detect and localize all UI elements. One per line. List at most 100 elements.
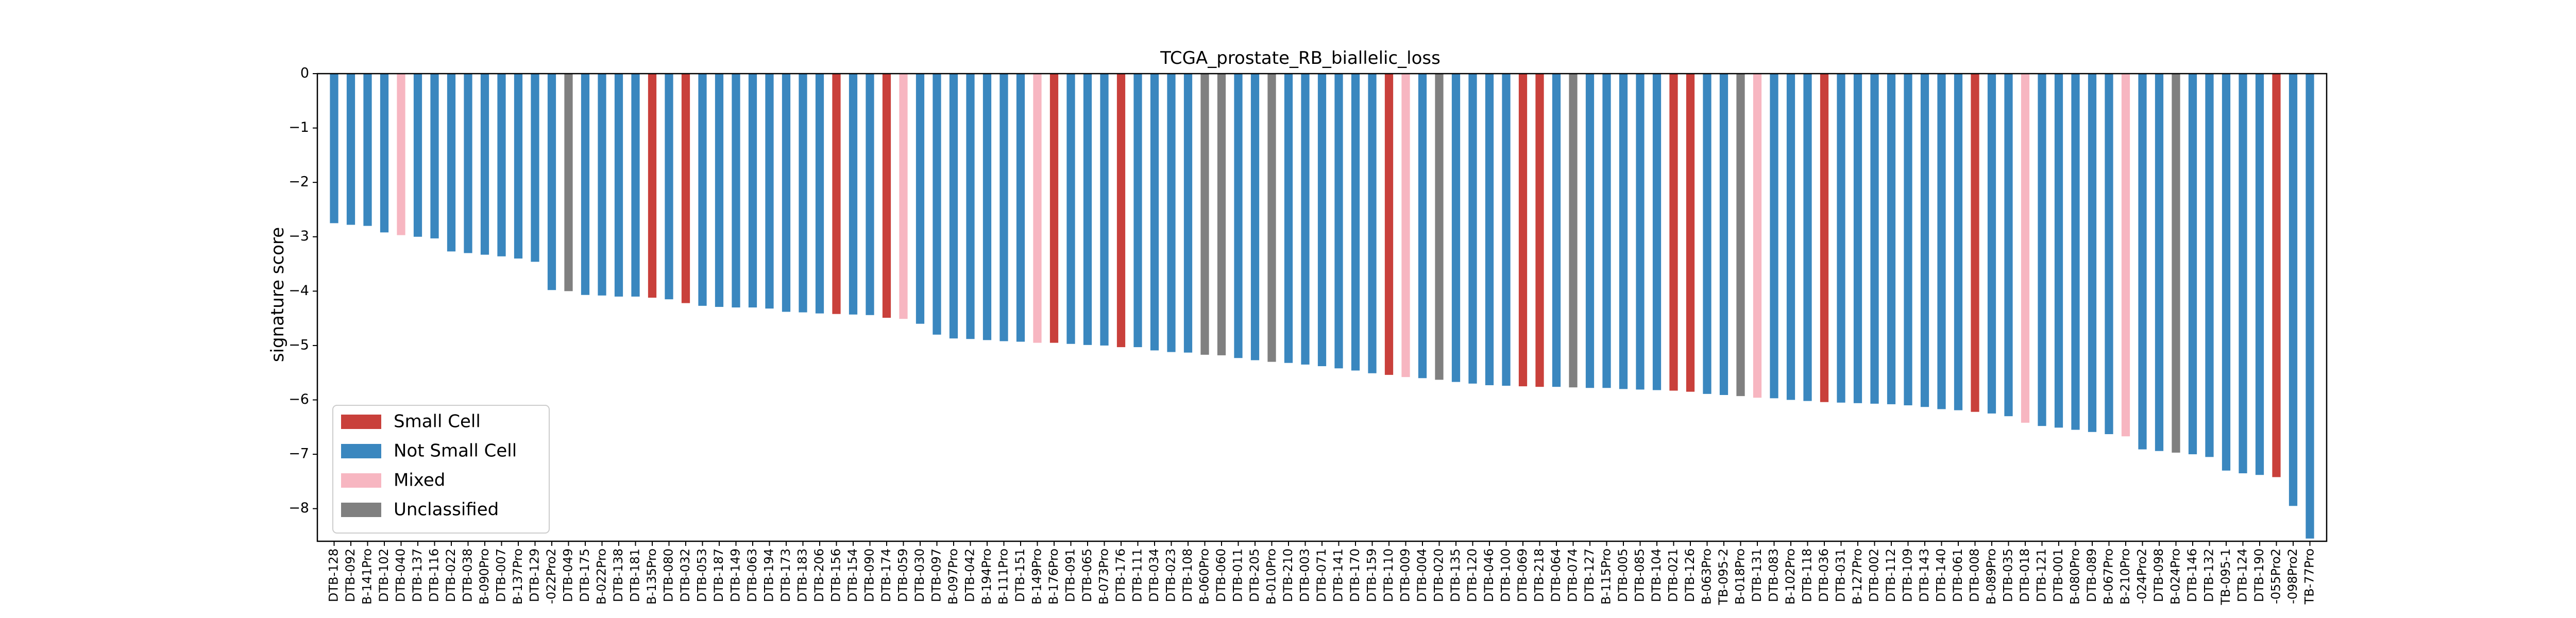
x-tick-label: DTB-038 [461, 548, 475, 602]
bar-DTB-092 [346, 74, 355, 225]
bar-DTB-131 [1753, 74, 1762, 398]
bar-DTB-173 [782, 74, 791, 312]
bar-DTB-111 [1133, 74, 1142, 348]
bar-DTB-181 [631, 74, 640, 297]
x-tick-label: DTB-042 [963, 548, 977, 602]
bar-B-111Pro [999, 74, 1008, 341]
x-tick-label: TB-095-2 [1716, 548, 1731, 606]
bar-DTB-124 [2239, 74, 2247, 474]
bar-DTB-071 [1317, 74, 1327, 367]
x-tick-label: DTB-112 [1884, 548, 1898, 602]
x-tick-label: DTB-090 [862, 548, 877, 602]
bar-B-210Pro [2121, 74, 2130, 437]
x-tick-label: DTB-129 [528, 548, 542, 602]
bar--024Pro2 [2138, 74, 2147, 450]
x-tick-label: DTB-091 [1063, 548, 1078, 602]
bar-DTB-049 [564, 74, 573, 291]
bar-DTB-098 [2155, 74, 2164, 451]
bar-DTB-205 [1250, 74, 1260, 360]
bar-DTB-154 [849, 74, 858, 315]
bar-DTB-085 [1636, 74, 1645, 390]
x-tick-label: B-080Pro [2068, 548, 2082, 605]
bar-DTB-128 [330, 74, 338, 224]
legend-swatch [341, 503, 381, 517]
bar-DTB-063 [748, 74, 757, 307]
x-tick-label: B-127Pro [1850, 548, 1865, 605]
x-tick-label: DTB-146 [2185, 548, 2199, 602]
bar-DTB-129 [531, 74, 539, 262]
x-tick-label: DTB-040 [394, 548, 408, 602]
bar-DTB-035 [2004, 74, 2013, 417]
bar-DTB-187 [715, 74, 724, 307]
bar-B-073Pro [1100, 74, 1109, 346]
bar-DTB-059 [899, 74, 908, 319]
x-tick-label: DTB-173 [778, 548, 793, 602]
bar-DTB-031 [1837, 74, 1845, 403]
x-tick-label: DTB-176 [1113, 548, 1128, 602]
x-tick-label: DTB-007 [494, 548, 509, 602]
bar-DTB-034 [1150, 74, 1159, 351]
plot-frame [316, 73, 2328, 542]
x-tick-label: DTB-102 [377, 548, 391, 602]
x-tick-label: B-067Pro [2102, 548, 2116, 605]
x-tick-label: DTB-149 [728, 548, 743, 602]
x-tick-label: DTB-061 [1951, 548, 1965, 602]
x-tick-label: -098Pro2 [2285, 548, 2300, 604]
x-tick-label: DTB-049 [561, 548, 575, 602]
x-tick-label: DTB-063 [745, 548, 759, 602]
x-tick-label: DTB-140 [1934, 548, 1948, 602]
bar-B-176Pro [1049, 74, 1059, 343]
x-tick-label: DTB-194 [762, 548, 776, 602]
bar-DTB-069 [1518, 74, 1528, 387]
x-tick-label: -022Pro2 [544, 548, 558, 604]
bar-DTB-003 [1301, 74, 1310, 365]
x-tick-label: DTB-083 [1767, 548, 1781, 602]
bar-B-137Pro [514, 74, 523, 259]
x-tick-label: DTB-131 [1750, 548, 1764, 602]
bars-group [330, 74, 2314, 539]
bar-DTB-021 [1669, 74, 1678, 391]
x-tick-label: DTB-003 [1298, 548, 1312, 602]
bar-DTB-140 [1937, 74, 1946, 409]
y-tick-label: −3 [289, 228, 309, 244]
x-tick-label: B-073Pro [1097, 548, 1111, 605]
x-tick-label: DTB-187 [711, 548, 726, 602]
bar-B-097Pro [949, 74, 958, 339]
x-tick-label: DTB-116 [427, 548, 442, 602]
x-tick-label: DTB-183 [795, 548, 810, 602]
x-tick-label: B-176Pro [1046, 548, 1061, 605]
x-tick-label: DTB-092 [343, 548, 358, 602]
bar-DTB-109 [1904, 74, 1912, 406]
x-tick-label: DTB-154 [845, 548, 860, 602]
x-tick-label: B-137Pro [511, 548, 525, 605]
x-tick-label: DTB-135 [1448, 548, 1463, 602]
bar-DTB-138 [614, 74, 623, 297]
x-tick-label: DTB-137 [410, 548, 425, 602]
x-tick-label: DTB-132 [2202, 548, 2216, 602]
x-tick-label: DTB-002 [1867, 548, 1882, 602]
bar-DTB-038 [464, 74, 472, 253]
y-tick-label: −4 [289, 283, 309, 299]
bar-DTB-064 [1552, 74, 1561, 387]
x-tick-label: B-024Pro [2168, 548, 2183, 605]
x-tick-label: B-018Pro [1733, 548, 1748, 605]
x-tick-label: DTB-174 [879, 548, 893, 602]
x-tick-label: B-097Pro [946, 548, 960, 605]
x-tick-label: DTB-205 [1247, 548, 1262, 602]
x-tick-label: DTB-008 [1968, 548, 1982, 602]
x-tick-label: DTB-065 [1080, 548, 1094, 602]
x-tick-label: DTB-005 [1616, 548, 1630, 602]
bar-B-024Pro [2172, 74, 2180, 453]
bar-DTB-002 [1870, 74, 1879, 404]
x-tick-label: B-210Pro [2118, 548, 2132, 605]
bar-DTB-032 [681, 74, 690, 303]
legend-label: Unclassified [394, 500, 499, 520]
bar-DTB-132 [2205, 74, 2214, 457]
bar-DTB-083 [1770, 74, 1778, 399]
bar-DTB-176 [1116, 74, 1126, 348]
x-tick-label: DTB-034 [1147, 548, 1161, 602]
y-tick-label: −6 [289, 391, 309, 407]
bar-DTB-149 [732, 74, 740, 307]
bar-B-060Pro [1200, 74, 1209, 355]
